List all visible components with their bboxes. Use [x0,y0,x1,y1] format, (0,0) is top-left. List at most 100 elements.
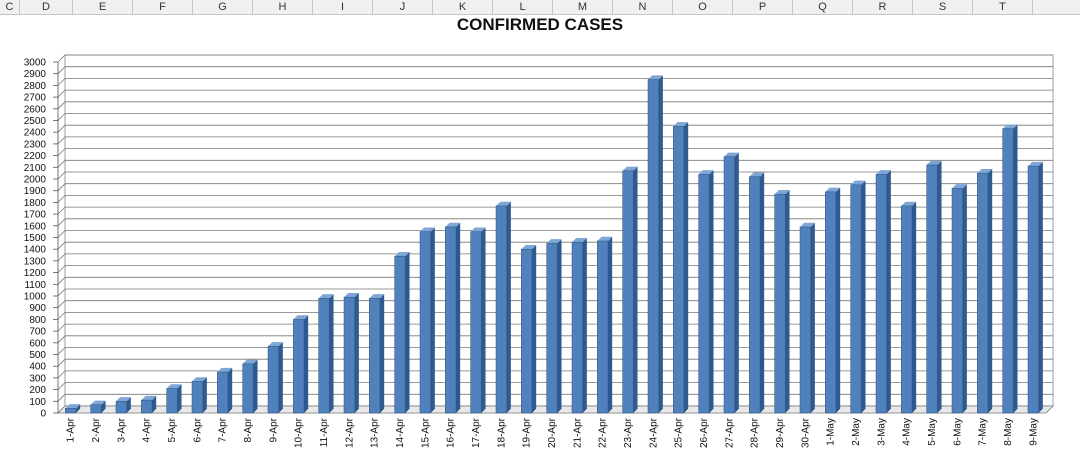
bar-top [850,180,866,185]
column-header-C[interactable]: C [0,0,20,14]
y-tick-label: 1200 [24,268,47,279]
bar-top [952,184,967,189]
gridline-depth [57,78,66,86]
bar-24-Apr [647,79,659,414]
bar-top [648,75,663,80]
bar-21-Apr [571,241,583,414]
bar-4-May [901,205,913,414]
column-header-M[interactable]: M [553,0,613,14]
column-header-F[interactable]: F [133,0,193,14]
y-tick-label: 300 [29,373,46,384]
column-header-J[interactable]: J [373,0,433,14]
bar-top [268,342,283,347]
x-tick-label: 18-Apr [496,417,507,448]
bar-top [445,222,461,227]
x-tick-label: 10-Apr [294,417,305,448]
bar-side [75,404,81,413]
y-tick-label: 2800 [24,81,47,92]
bar-side [734,152,739,413]
x-tick-label: 14-Apr [395,417,406,448]
column-header-O[interactable]: O [673,0,733,14]
bar-top [597,236,613,242]
bar-side [582,237,587,413]
bar-27-Apr [723,156,735,414]
gridline-depth [57,300,66,308]
column-header-G[interactable]: G [193,0,253,14]
bar-23-Apr [622,170,634,414]
bar-side [278,342,283,413]
bar-top [116,397,131,402]
column-header-D[interactable]: D [20,0,73,14]
bar-side [607,236,613,413]
bar-side [683,122,689,414]
x-tick-label: 6-Apr [192,417,203,442]
column-header-N[interactable]: N [613,0,673,14]
x-tick-label: 23-Apr [623,417,634,448]
bar-side [987,168,993,413]
x-tick-label: 4-Apr [142,417,153,442]
x-tick-label: 11-Apr [319,417,330,447]
column-header-S[interactable]: S [913,0,973,14]
bar-9-Apr [267,346,279,414]
gridline-depth [57,195,66,203]
gridline-depth [57,206,66,215]
x-tick-label: 30-Apr [800,417,811,448]
bar-18-Apr [495,205,507,414]
bar-side [253,359,258,413]
bar-side [481,227,486,413]
x-tick-label: 22-Apr [598,417,609,448]
y-tick-label: 700 [29,327,46,338]
gridline-depth [57,113,66,121]
column-header-L[interactable]: L [493,0,553,14]
bar-top [876,170,891,175]
x-tick-label: 21-Apr [572,417,583,448]
column-header-I[interactable]: I [313,0,373,14]
bar-22-Apr [597,240,609,414]
x-tick-label: 25-Apr [674,417,685,448]
bar-3-May [875,174,887,414]
x-tick-label: 2-Apr [91,417,102,442]
gridline-depth [57,358,66,367]
column-header-P[interactable]: P [733,0,793,14]
y-tick-label: 1300 [24,256,47,267]
y-tick-label: 0 [40,409,46,420]
x-tick-label: 9-May [1028,418,1039,446]
column-header-Q[interactable]: Q [793,0,853,14]
bar-side [633,166,638,413]
bar-side [101,400,106,413]
column-header-T[interactable]: T [973,0,1033,14]
bar-side [557,239,562,413]
x-tick-label: 24-Apr [648,417,659,448]
bar-top [521,245,537,250]
bar-side [329,294,334,413]
y-tick-label: 2700 [24,93,47,104]
bar-top [1028,161,1043,167]
gridline-depth [57,347,66,355]
y-tick-label: 2100 [24,163,47,174]
x-tick-label: 9-Apr [268,417,279,442]
bar-5-Apr [166,388,178,414]
column-header-R[interactable]: R [853,0,913,14]
gridline-depth [57,394,66,402]
bar-6-Apr [191,381,203,414]
y-tick-label: 400 [29,362,46,373]
bar-side [227,367,233,413]
bar-side [861,180,866,413]
y-tick-label: 2900 [24,69,47,80]
bar-19-Apr [521,248,533,414]
x-tick-label: 8-Apr [243,417,254,442]
gridline-depth [57,288,66,297]
bar-6-May [951,188,963,414]
y-tick-label: 1400 [24,245,47,256]
bar-top [369,294,385,299]
bar-side [1038,161,1043,413]
column-header-K[interactable]: K [433,0,493,14]
gridline-depth [57,66,66,74]
column-header-E[interactable]: E [73,0,133,14]
column-header-H[interactable]: H [253,0,313,14]
gridline-depth [57,335,66,344]
x-tick-label: 12-Apr [344,417,355,448]
bar-top [217,367,233,373]
bar-side [177,384,182,413]
